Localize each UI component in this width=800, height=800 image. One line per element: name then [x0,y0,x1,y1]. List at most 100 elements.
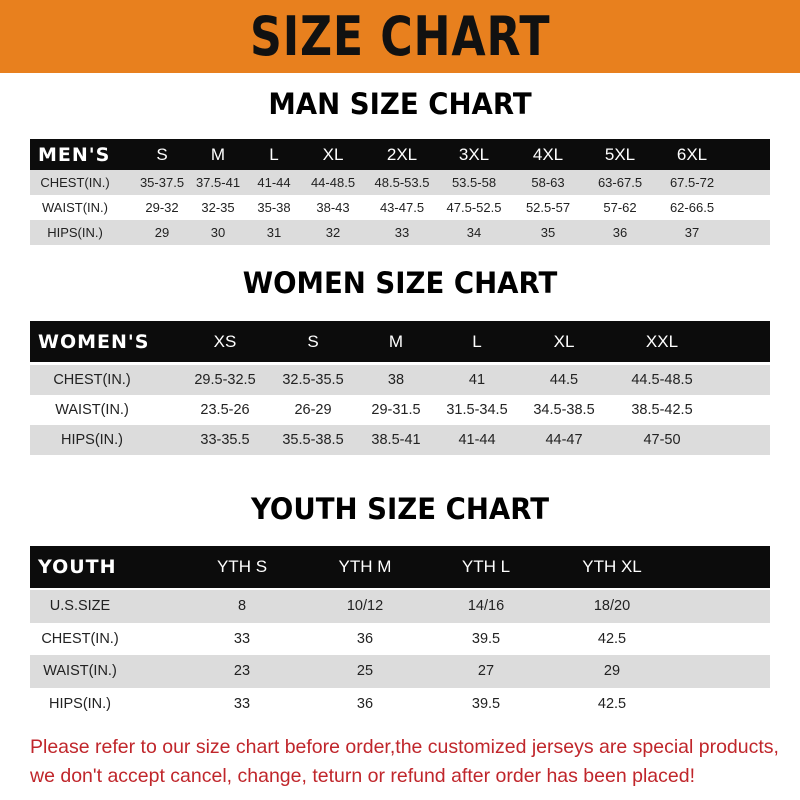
table-cell: 44.5 [549,372,579,388]
table-cell: 32.5-35.5 [282,372,344,388]
measurement-label: WAIST(IN.) [55,402,129,418]
table-cell: 63-67.5 [597,175,643,190]
size-header-cell: XS [213,331,237,351]
table-cell: 29-32 [145,200,179,215]
table-cell: 33 [394,225,410,240]
table-cell: 36 [356,630,374,647]
order-notice: Please refer to our size chart before or… [30,733,790,791]
table-cell: 41-44 [257,175,291,190]
table-row: WAIST(IN.) 23.5-26 26-29 29-31.5 31.5-34.5 34… [30,395,770,425]
women-chart-title: WOMEN SIZE CHART [242,266,558,300]
table-cell: 10/12 [346,598,384,615]
table-cell: 26-29 [294,402,332,418]
table-cell: 38.5-41 [371,432,421,448]
table-cell: 32-35 [201,200,235,215]
size-header-cell: 5XL [604,144,636,164]
table-header-row: WOMEN'S XS S M L XL XXL [30,321,770,362]
size-header-cell: XL [553,331,575,351]
size-header-cell: L [472,331,482,351]
measurement-label: WAIST(IN.) [42,200,108,215]
table-cell: 47-50 [643,432,681,448]
men-chart-title: MAN SIZE CHART [268,87,532,121]
table-cell: 43-47.5 [379,200,425,215]
size-header-cell: M [388,331,404,351]
table-label-header: MEN'S [38,143,111,166]
table-label-header: WOMEN'S [38,330,150,353]
table-row: CHEST(IN.) 35-37.5 37.5-41 41-44 44-48.5 48.5… [30,170,770,195]
table-row: CHEST(IN.) 29.5-32.5 32.5-35.5 38 41 44.5 44.5… [30,365,770,395]
table-cell: 25 [356,663,374,680]
youth-size-table: YOUTH YTH S YTH M YTH L YTH XL U.S.SIZE 8 10/12… [30,546,770,720]
table-cell: 33 [233,630,251,647]
table-cell: 58-63 [531,175,565,190]
size-header-cell: XL [322,144,344,164]
table-cell: 33 [233,695,251,712]
table-cell: 30 [210,225,226,240]
table-cell: 31 [266,225,282,240]
table-cell: 44.5-48.5 [631,372,693,388]
measurement-label: CHEST(IN.) [53,372,131,388]
measurement-label: U.S.SIZE [49,598,111,615]
table-cell: 34.5-38.5 [533,402,595,418]
table-cell: 42.5 [597,695,627,712]
size-header-cell: YTH XL [582,557,642,576]
table-cell: 41-44 [458,432,496,448]
measurement-label: CHEST(IN.) [40,175,110,190]
table-row: HIPS(IN.) 29 30 31 32 33 34 35 36 37 [30,220,770,245]
measurement-label: WAIST(IN.) [43,663,117,680]
table-row: HIPS(IN.) 33 36 39.5 42.5 [30,687,770,720]
men-size-table: MEN'S S M L XL 2XL 3XL 4XL 5XL 6XL CHEST(IN.) 35-37… [30,139,770,245]
table-row: WAIST(IN.) 29-32 32-35 35-38 38-43 43-47.5 47.… [30,195,770,220]
table-cell: 67.5-72 [669,175,715,190]
table-cell: 44-47 [545,432,583,448]
table-cell: 38-43 [316,200,350,215]
size-chart-banner: SIZE CHART [0,0,800,73]
table-cell: 53.5-58 [451,175,497,190]
table-cell: 35.5-38.5 [282,432,344,448]
table-label-header: YOUTH [38,556,117,578]
table-cell: 42.5 [597,630,627,647]
size-header-cell: 4XL [532,144,564,164]
table-cell: 62-66.5 [669,200,715,215]
table-cell: 36 [612,225,628,240]
size-header-cell: S [307,331,319,351]
table-cell: 8 [237,598,247,615]
size-header-cell: YTH M [338,557,392,576]
table-row: CHEST(IN.) 33 36 39.5 42.5 [30,622,770,655]
notice-line-1: Please refer to our size chart before or… [30,736,779,758]
table-header-row: YOUTH YTH S YTH M YTH L YTH XL [30,546,770,588]
table-cell: 29 [154,225,170,240]
table-row: WAIST(IN.) 23 25 27 29 [30,655,770,688]
size-header-cell: 6XL [676,144,708,164]
table-cell: 52.5-57 [525,200,571,215]
table-cell: 35 [540,225,556,240]
notice-line-2: we don't accept cancel, change, teturn o… [30,765,695,787]
table-cell: 23 [233,663,251,680]
size-header-cell: YTH S [216,557,268,576]
women-size-table: WOMEN'S XS S M L XL XXL CHEST(IN.) 29.5-32.5 32.5… [30,321,770,455]
table-cell: 44-48.5 [310,175,356,190]
table-cell: 48.5-53.5 [374,175,430,190]
table-cell: 39.5 [471,630,501,647]
table-cell: 35-38 [257,200,291,215]
table-cell: 23.5-26 [200,402,250,418]
table-cell: 31.5-34.5 [446,402,508,418]
size-header-cell: M [210,144,226,164]
table-cell: 29.5-32.5 [194,372,256,388]
table-cell: 32 [325,225,341,240]
table-row: HIPS(IN.) 33-35.5 35.5-38.5 38.5-41 41-44 44-… [30,425,770,455]
table-row: U.S.SIZE 8 10/12 14/16 18/20 [30,590,770,623]
table-cell: 38 [387,372,405,388]
table-cell: 39.5 [471,695,501,712]
measurement-label: CHEST(IN.) [41,630,119,647]
size-header-cell: YTH L [461,557,511,576]
size-header-cell: 2XL [386,144,418,164]
table-cell: 34 [466,225,482,240]
table-cell: 57-62 [603,200,637,215]
table-cell: 18/20 [593,598,631,615]
table-cell: 35-37.5 [139,175,185,190]
size-header-cell: 3XL [458,144,490,164]
table-cell: 14/16 [467,598,505,615]
table-cell: 37.5-41 [195,175,241,190]
table-cell: 47.5-52.5 [446,200,502,215]
